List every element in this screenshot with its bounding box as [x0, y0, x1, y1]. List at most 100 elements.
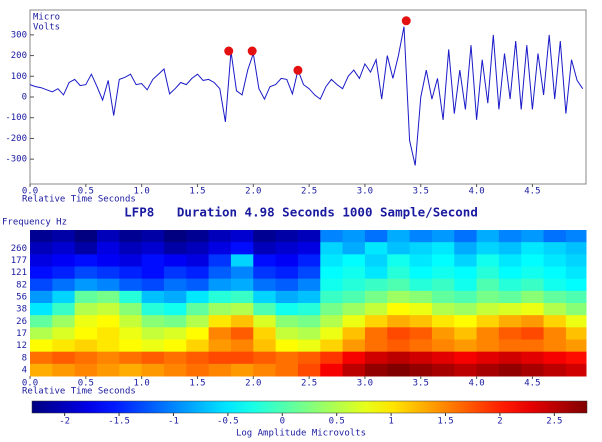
- y-tick-label: 17: [16, 329, 27, 339]
- spectrogram-cell: [364, 242, 388, 255]
- spectrogram-cell: [30, 230, 53, 243]
- spectrogram-cell: [208, 290, 232, 304]
- spectrogram-cell: [387, 315, 411, 328]
- spectrogram-cell: [30, 266, 53, 280]
- spectrogram-cell: [364, 315, 388, 328]
- spectrogram-cell: [74, 242, 98, 255]
- spectrogram-cell: [565, 278, 587, 292]
- spectrogram-cell: [409, 254, 433, 267]
- spectrogram-cell: [431, 363, 455, 377]
- spectrogram-cell: [565, 242, 587, 255]
- spectrogram-cell: [431, 303, 455, 316]
- spectrogram-cell: [141, 339, 165, 353]
- spectrogram-cell: [543, 278, 567, 292]
- spectrogram-cell: [253, 327, 277, 340]
- spectrogram-cell: [96, 230, 120, 243]
- spectrogram-cell: [498, 351, 522, 365]
- x-axis-label: Relative Time Seconds: [22, 195, 136, 205]
- spectrogram-cell: [320, 339, 344, 353]
- spectrogram-cell: [364, 266, 388, 280]
- spectrogram-cell: [275, 327, 299, 340]
- spectrogram-cell: [96, 351, 120, 365]
- peak-marker: [224, 46, 234, 56]
- spectrogram-cell: [476, 315, 500, 328]
- spectrogram-cell: [52, 230, 76, 243]
- spectrogram-cell: [454, 278, 478, 292]
- spectrogram-cell: [119, 266, 143, 280]
- spectrogram-cell: [208, 278, 232, 292]
- spectrogram-cell: [364, 363, 388, 377]
- x-tick-label: 2.5: [301, 187, 317, 197]
- spectrogram-cell: [565, 230, 587, 243]
- spectrogram-cell: [431, 327, 455, 340]
- spectrogram-cell: [320, 351, 344, 365]
- spectrogram-cell: [275, 351, 299, 365]
- spectrogram-cell: [186, 363, 210, 377]
- spectrogram-cell: [431, 351, 455, 365]
- spectrogram-cell: [297, 230, 321, 243]
- spectrogram-cell: [476, 230, 500, 243]
- spectrogram-cell: [476, 339, 500, 353]
- spectrogram-cell: [230, 315, 254, 328]
- spectrogram-cell: [96, 290, 120, 304]
- spectrogram-cell: [163, 278, 187, 292]
- spectrogram-cell: [498, 327, 522, 340]
- spectrogram-cell: [275, 363, 299, 377]
- spectrogram-cell: [543, 254, 567, 267]
- spectrogram-cell: [364, 339, 388, 353]
- y-tick-label: -100: [5, 113, 27, 123]
- x-tick-label: 1.5: [189, 187, 205, 197]
- spectrogram-cell: [543, 363, 567, 377]
- spectrogram-cell: [208, 315, 232, 328]
- spectrogram-cell: [275, 278, 299, 292]
- spectrogram-cell: [409, 327, 433, 340]
- spectrogram-cell: [521, 254, 545, 267]
- spectrogram-cell: [387, 339, 411, 353]
- spectrogram-cell: [253, 339, 277, 353]
- spectrogram-cell: [230, 266, 254, 280]
- spectrogram-cell: [230, 339, 254, 353]
- spectrogram-cell: [543, 242, 567, 255]
- spectrogram-cell: [253, 315, 277, 328]
- spectrogram-cell: [119, 315, 143, 328]
- spectrogram-cell: [275, 315, 299, 328]
- spectrogram-cell: [230, 242, 254, 255]
- spectrogram-cell: [565, 303, 587, 316]
- spectrogram-cell: [387, 242, 411, 255]
- spectrogram-cell: [208, 363, 232, 377]
- spectrogram-cell: [431, 315, 455, 328]
- y-tick-label: 177: [11, 256, 27, 266]
- spectrogram-cell: [141, 242, 165, 255]
- spectrogram-cell: [141, 351, 165, 365]
- spectrogram-cell: [163, 290, 187, 304]
- spectrogram-cell: [96, 278, 120, 292]
- spectrogram-cell: [186, 290, 210, 304]
- colorbar-tick-label: -0.5: [217, 417, 239, 427]
- colorbar-tick-label: -1: [168, 417, 179, 427]
- spectrogram-cell: [498, 242, 522, 255]
- colorbar-tick-label: 2.5: [546, 417, 562, 427]
- spectrogram-cell: [30, 315, 53, 328]
- spectrogram-cell: [96, 339, 120, 353]
- x-tick-label: 4.5: [524, 379, 540, 389]
- spectrogram-cell: [387, 254, 411, 267]
- spectrogram-cell: [431, 230, 455, 243]
- peak-marker: [293, 65, 303, 75]
- x-tick-label: 4.0: [468, 379, 484, 389]
- spectrogram-cell: [119, 278, 143, 292]
- spectrogram-cell: [74, 327, 98, 340]
- spectrogram-cell: [543, 351, 567, 365]
- spectrogram-cell: [387, 303, 411, 316]
- spectrogram-cell: [320, 230, 344, 243]
- spectrogram-cell: [253, 351, 277, 365]
- spectrogram-cell: [52, 327, 76, 340]
- spectrogram-cell: [543, 327, 567, 340]
- spectrogram-cell: [74, 254, 98, 267]
- spectrogram-cell: [52, 290, 76, 304]
- spectrogram-cell: [454, 339, 478, 353]
- spectrogram-cell: [297, 278, 321, 292]
- spectrogram-cell: [230, 278, 254, 292]
- spectrogram-cell: [208, 327, 232, 340]
- spectrogram-cell: [454, 290, 478, 304]
- spectrogram-cell: [342, 230, 366, 243]
